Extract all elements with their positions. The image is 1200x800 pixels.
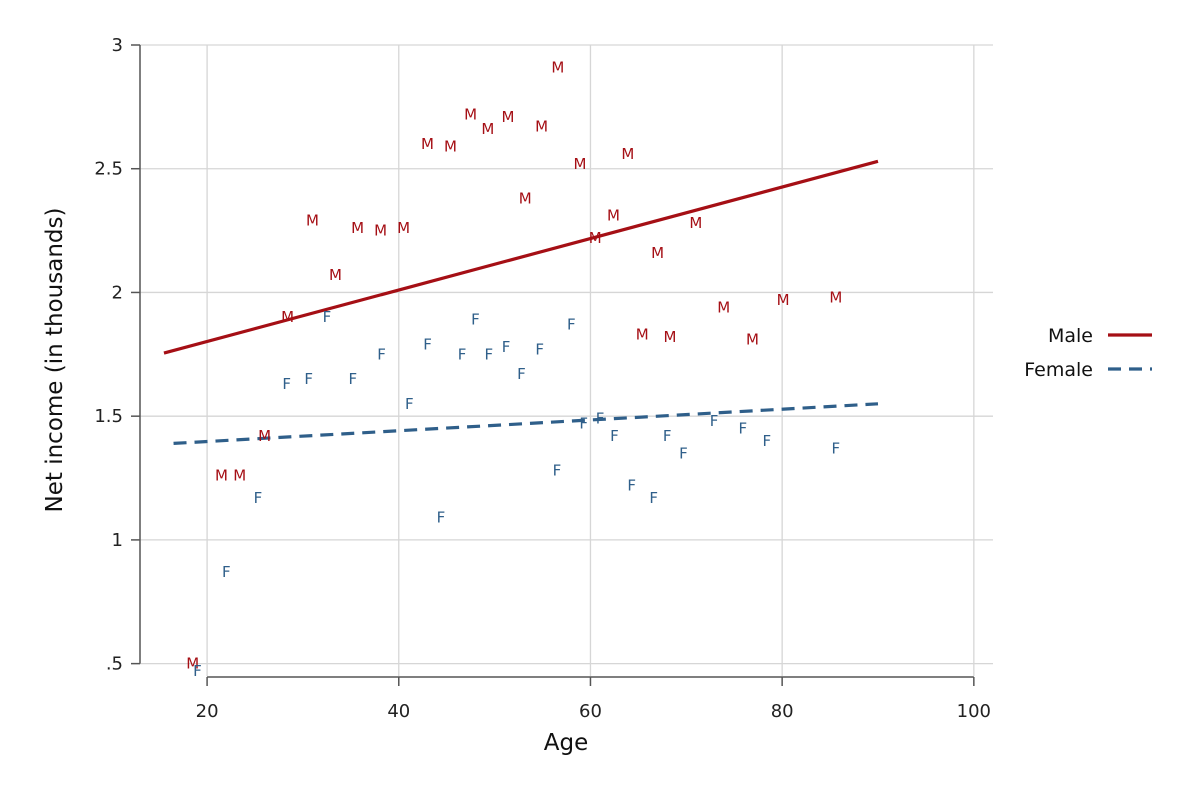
- point-female: F: [739, 420, 748, 438]
- point-male: M: [481, 120, 494, 138]
- point-male: M: [281, 308, 294, 326]
- point-female: F: [377, 345, 386, 363]
- point-male: M: [306, 212, 319, 230]
- point-male: M: [651, 244, 664, 262]
- point-male: M: [535, 118, 548, 136]
- point-male: M: [351, 219, 364, 237]
- point-male: M: [519, 189, 532, 207]
- point-male: M: [551, 58, 564, 76]
- point-female: F: [627, 476, 636, 494]
- x-tick-label: 100: [957, 701, 991, 722]
- point-male: M: [374, 222, 387, 240]
- y-tick-label: 1.5: [94, 406, 123, 427]
- point-female: F: [596, 410, 605, 428]
- x-tick-label: 60: [579, 701, 602, 722]
- point-male: M: [829, 288, 842, 306]
- point-female: F: [485, 345, 494, 363]
- point-female: F: [502, 338, 511, 356]
- point-male: M: [746, 330, 759, 348]
- point-female: F: [458, 345, 467, 363]
- point-female: F: [710, 412, 719, 430]
- point-female: F: [254, 489, 263, 507]
- point-male: M: [573, 155, 586, 173]
- point-female: F: [323, 308, 332, 326]
- point-female: F: [535, 340, 544, 358]
- fit-lines: [163, 159, 879, 445]
- legend-label-male: Male: [1048, 325, 1093, 347]
- point-male: M: [717, 298, 730, 316]
- point-male: M: [258, 427, 271, 445]
- y-tick-label: .5: [106, 654, 123, 675]
- point-male: M: [464, 105, 477, 123]
- point-male: M: [421, 135, 434, 153]
- point-female: F: [304, 370, 313, 388]
- point-male: M: [689, 214, 702, 232]
- gridlines: [140, 44, 993, 676]
- point-male: M: [329, 266, 342, 284]
- point-male: M: [502, 108, 515, 126]
- point-male: M: [397, 219, 410, 237]
- x-tick-label: 20: [196, 701, 219, 722]
- point-male: M: [215, 467, 228, 485]
- point-female: F: [610, 427, 619, 445]
- fit-line-female: [173, 402, 879, 445]
- point-male: M: [636, 326, 649, 344]
- point-female: F: [762, 432, 771, 450]
- point-male: M: [664, 328, 677, 346]
- point-female: F: [649, 489, 658, 507]
- point-male: M: [621, 145, 634, 163]
- point-male: M: [186, 655, 199, 673]
- point-female: F: [579, 415, 588, 433]
- point-male: M: [777, 291, 790, 309]
- x-tick-label: 40: [387, 701, 410, 722]
- point-female: F: [437, 509, 446, 527]
- point-male: M: [233, 467, 246, 485]
- point-female: F: [663, 427, 672, 445]
- point-female: F: [348, 370, 357, 388]
- point-female: F: [405, 395, 414, 413]
- point-female: F: [517, 365, 526, 383]
- point-female: F: [222, 563, 231, 581]
- y-tick-label: 2: [112, 282, 123, 303]
- y-tick-label: 1: [112, 530, 123, 551]
- x-axis-title: Age: [544, 730, 588, 756]
- legend-label-female: Female: [1024, 359, 1093, 381]
- point-male: M: [589, 229, 602, 247]
- point-female: F: [193, 662, 202, 680]
- point-female: F: [471, 311, 480, 329]
- point-female: F: [282, 375, 291, 393]
- point-female: F: [553, 462, 562, 480]
- point-female: F: [831, 439, 840, 457]
- point-male: M: [607, 207, 620, 225]
- fit-line-male: [163, 159, 879, 355]
- y-axis-title: Net income (in thousands): [42, 208, 68, 513]
- y-tick-label: 2.5: [94, 159, 123, 180]
- y-tick-label: 3: [112, 35, 123, 56]
- point-male: M: [444, 137, 457, 155]
- axes: .5 1 1.5 2 2.5 3 20 40 60 80 100: [94, 35, 991, 722]
- point-female: F: [567, 316, 576, 334]
- legend: Male Female: [1024, 325, 1152, 381]
- x-tick-label: 80: [771, 701, 794, 722]
- point-female: F: [679, 444, 688, 462]
- point-female: F: [423, 335, 432, 353]
